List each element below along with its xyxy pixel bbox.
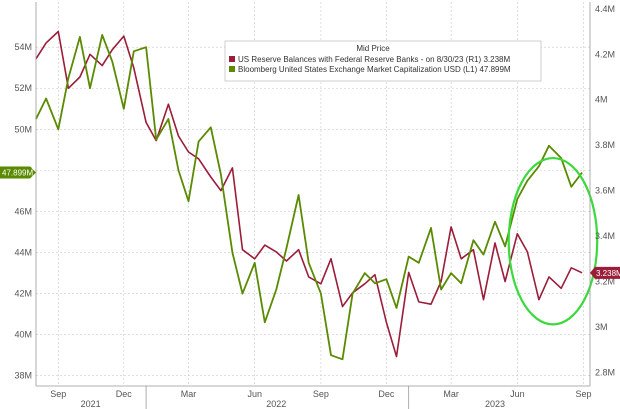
left-tick-label: 42M	[14, 289, 32, 299]
left-last-value-tag	[0, 166, 36, 179]
x-year-label: 2023	[485, 399, 505, 409]
annotation-layer	[507, 156, 599, 326]
x-month-label: Jun	[247, 389, 262, 399]
legend-swatch	[229, 56, 235, 62]
right-tick-label: 4M	[595, 95, 608, 105]
right-tick-label: 3M	[595, 322, 608, 332]
legend-entry-label: Bloomberg United States Exchange Market …	[238, 65, 511, 74]
right-last-value-tag	[590, 266, 620, 279]
grid-lines	[36, 2, 590, 386]
right-tick-label: 3.2M	[595, 276, 615, 286]
series-line-market-cap	[35, 34, 583, 361]
last-value-tags: 47.899M 3.238M	[0, 166, 620, 279]
legend: Mid Price US Reserve Balances with Federa…	[224, 40, 542, 82]
left-tick-label: 52M	[14, 83, 32, 93]
highlight-ellipse	[507, 156, 599, 326]
left-tick-label: 38M	[14, 371, 32, 381]
left-tick-label: 44M	[14, 248, 32, 258]
series-lines	[35, 30, 583, 361]
right-tick-label: 4.4M	[595, 4, 615, 14]
series-line-reserve-balances	[35, 30, 583, 358]
x-month-label: Sep	[313, 389, 329, 399]
x-month-label: Dec	[116, 389, 133, 399]
legend-box	[224, 40, 542, 82]
right-tick-label: 3.6M	[595, 186, 615, 196]
right-last-value-label: 3.238M	[596, 269, 620, 278]
legend-title: Mid Price	[356, 44, 390, 53]
left-tick-label: 50M	[14, 124, 32, 134]
year-dividers	[145, 386, 410, 409]
tick-labels: 38M40M42M44M46M48M50M52M54M2.8M3M3.2M3.4…	[14, 4, 615, 409]
axes	[35, 2, 591, 387]
right-tick-label: 3.4M	[595, 231, 615, 241]
x-month-label: Jun	[510, 389, 525, 399]
x-month-label: Sep	[50, 389, 66, 399]
x-month-label: Sep	[576, 389, 592, 399]
x-month-label: Dec	[378, 389, 395, 399]
legend-entry-label: US Reserve Balances with Federal Reserve…	[238, 55, 510, 64]
left-last-value-label: 47.899M	[2, 168, 33, 177]
left-tick-label: 46M	[14, 206, 32, 216]
right-tick-label: 4.2M	[595, 49, 615, 59]
right-tick-label: 3.8M	[595, 140, 615, 150]
x-month-label: Mar	[181, 389, 197, 399]
x-year-label: 2021	[81, 399, 101, 409]
legend-swatch	[229, 66, 235, 72]
x-year-label: 2022	[266, 399, 286, 409]
right-tick-label: 2.8M	[595, 367, 615, 377]
x-month-label: Mar	[443, 389, 459, 399]
left-tick-label: 40M	[14, 330, 32, 340]
left-tick-label: 54M	[14, 42, 32, 52]
